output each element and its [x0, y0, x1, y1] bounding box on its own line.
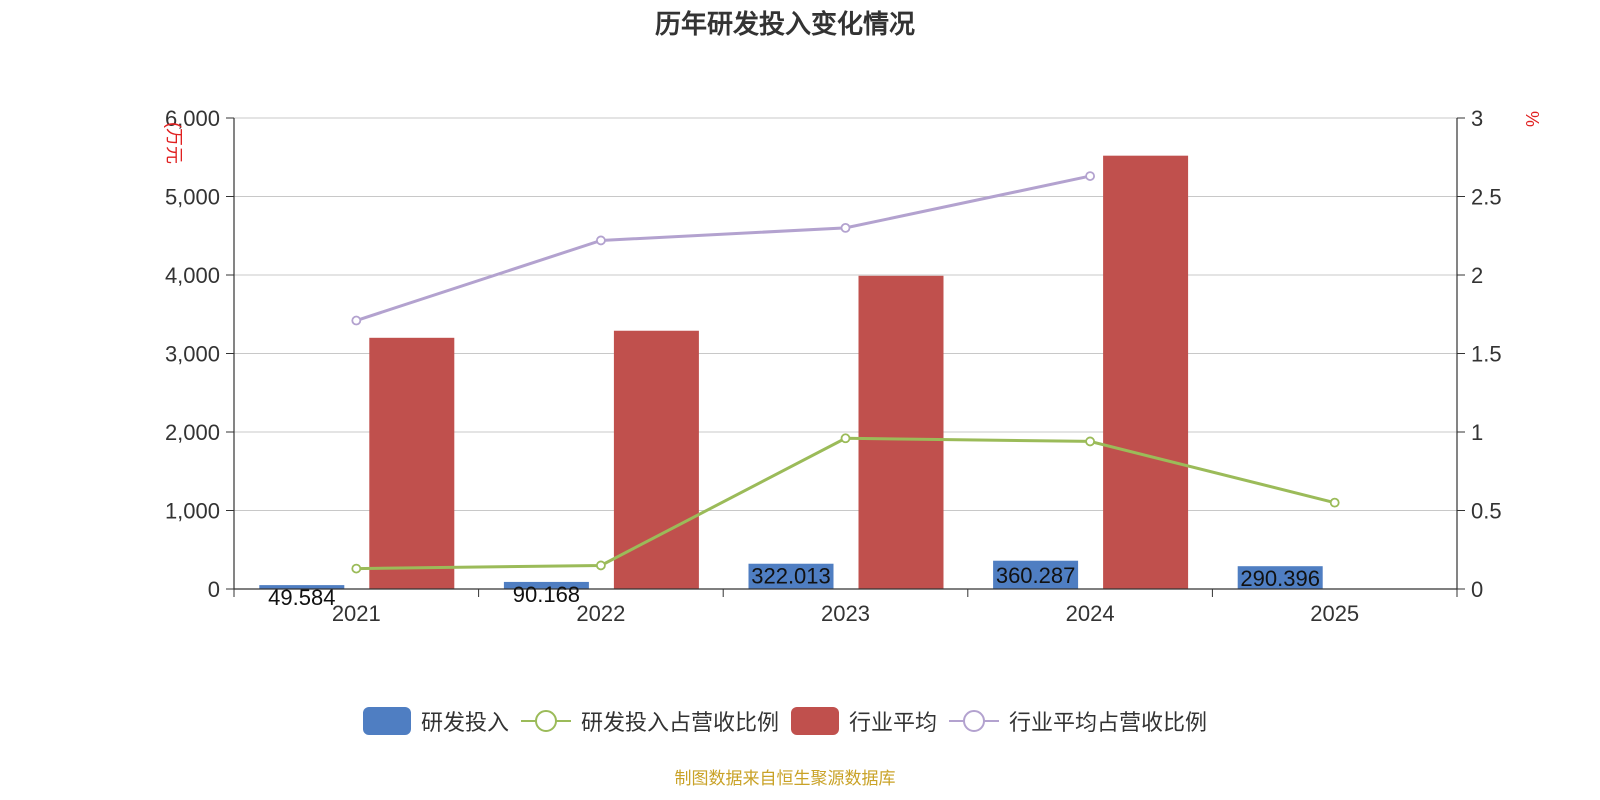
point-industry-ratio — [1085, 171, 1095, 181]
y-left-tick-label: 0 — [208, 577, 220, 602]
bar-rd-investment — [1237, 566, 1323, 589]
point-rd-ratio — [1085, 436, 1095, 447]
x-tick-label: 2023 — [821, 601, 870, 626]
y-left-axis-label: (万元 — [164, 122, 184, 164]
x-tick-label: 2024 — [1066, 601, 1115, 626]
line-industry-ratio — [355, 174, 1091, 322]
y-left-tick-label: 3,000 — [165, 342, 220, 367]
bar-rd-investment — [503, 581, 589, 589]
point-rd-ratio — [351, 563, 362, 574]
point-rd-ratio — [596, 560, 606, 571]
point-rd-ratio — [1329, 497, 1340, 508]
data-labels: 49.584 90.168 322.013 360.287 290.396 — [268, 563, 1320, 610]
legend-label: 研发投入 — [420, 711, 509, 736]
chart-area: 0 0 1,000 0.5 2,000 1 3,000 1.5 4,000 2 5,000 2.5 6,… — [164, 106, 1542, 626]
legend-swatch — [791, 707, 839, 735]
y-left-tick-label: 2,000 — [165, 420, 220, 445]
point-industry-ratio — [351, 315, 362, 326]
x-tick-label: 2022 — [576, 601, 625, 626]
bar-value-label: 322.013 — [751, 564, 831, 589]
line-layer — [351, 171, 1340, 574]
y-right-tick-label: 0.5 — [1471, 499, 1502, 524]
bar-value-label: 90.168 — [513, 582, 580, 607]
point-industry-ratio — [840, 222, 851, 233]
bar-value-label: 290.396 — [1240, 566, 1320, 591]
point-rd-ratio — [840, 433, 851, 444]
legend-item-industry-ratio[interactable]: 行业平均占营收比例 — [949, 705, 1207, 737]
legend-item-rd-investment[interactable]: 研发投入 — [362, 705, 509, 737]
y-left-tick-label: 1,000 — [165, 499, 220, 524]
y-right-axis-label: % — [1522, 111, 1542, 127]
chart-title: 历年研发投入变化情况 — [654, 10, 915, 40]
data-source-note: 制图数据来自恒生聚源数据库 — [674, 769, 896, 789]
y-right-tick-label: 2.5 — [1471, 185, 1502, 210]
bar-industry-average — [613, 330, 699, 589]
bar-industry-average — [369, 337, 455, 589]
legend-line-swatch — [949, 710, 1000, 732]
legend-line-swatch — [520, 710, 571, 732]
legend-label: 行业平均占营收比例 — [1009, 711, 1208, 736]
y-right-tick-label: 1 — [1471, 420, 1483, 445]
x-tick-label: 2021 — [332, 601, 381, 626]
bar-value-label: 360.287 — [996, 563, 1076, 588]
y-left-tick-label: 5,000 — [165, 185, 220, 210]
bar-rd-investment — [259, 585, 345, 589]
y-left-tick-label: 4,000 — [165, 263, 220, 288]
x-tick-label: 2025 — [1310, 601, 1359, 626]
legend-swatch — [362, 707, 411, 735]
bar-industry-average — [1103, 155, 1189, 589]
legend-label: 研发投入占营收比例 — [580, 711, 779, 736]
bar-rd-investment — [748, 563, 834, 589]
bar-layer — [259, 155, 1323, 589]
y-right-tick-label: 2 — [1471, 263, 1483, 288]
legend-item-rd-ratio[interactable]: 研发投入占营收比例 — [520, 705, 779, 737]
point-industry-ratio — [596, 235, 606, 246]
legend-label: 行业平均 — [849, 711, 938, 736]
y-left-tick-label: 6,000 — [165, 106, 220, 131]
axes: 0 0 1,000 0.5 2,000 1 3,000 1.5 4,000 2 5,000 2.5 6,… — [164, 106, 1542, 626]
bar-value-label: 49.584 — [268, 585, 335, 610]
y-right-tick-label: 1.5 — [1471, 342, 1502, 367]
legend-item-industry-average[interactable]: 行业平均 — [791, 705, 937, 737]
y-right-tick-label: 0 — [1471, 577, 1483, 602]
bar-industry-average — [858, 275, 944, 589]
y-right-tick-label: 3 — [1471, 106, 1483, 131]
legend: 研发投入 研发投入占营收比例 行业平均 行业平均占营收比例 — [0, 705, 1570, 737]
bar-rd-investment — [993, 560, 1079, 589]
